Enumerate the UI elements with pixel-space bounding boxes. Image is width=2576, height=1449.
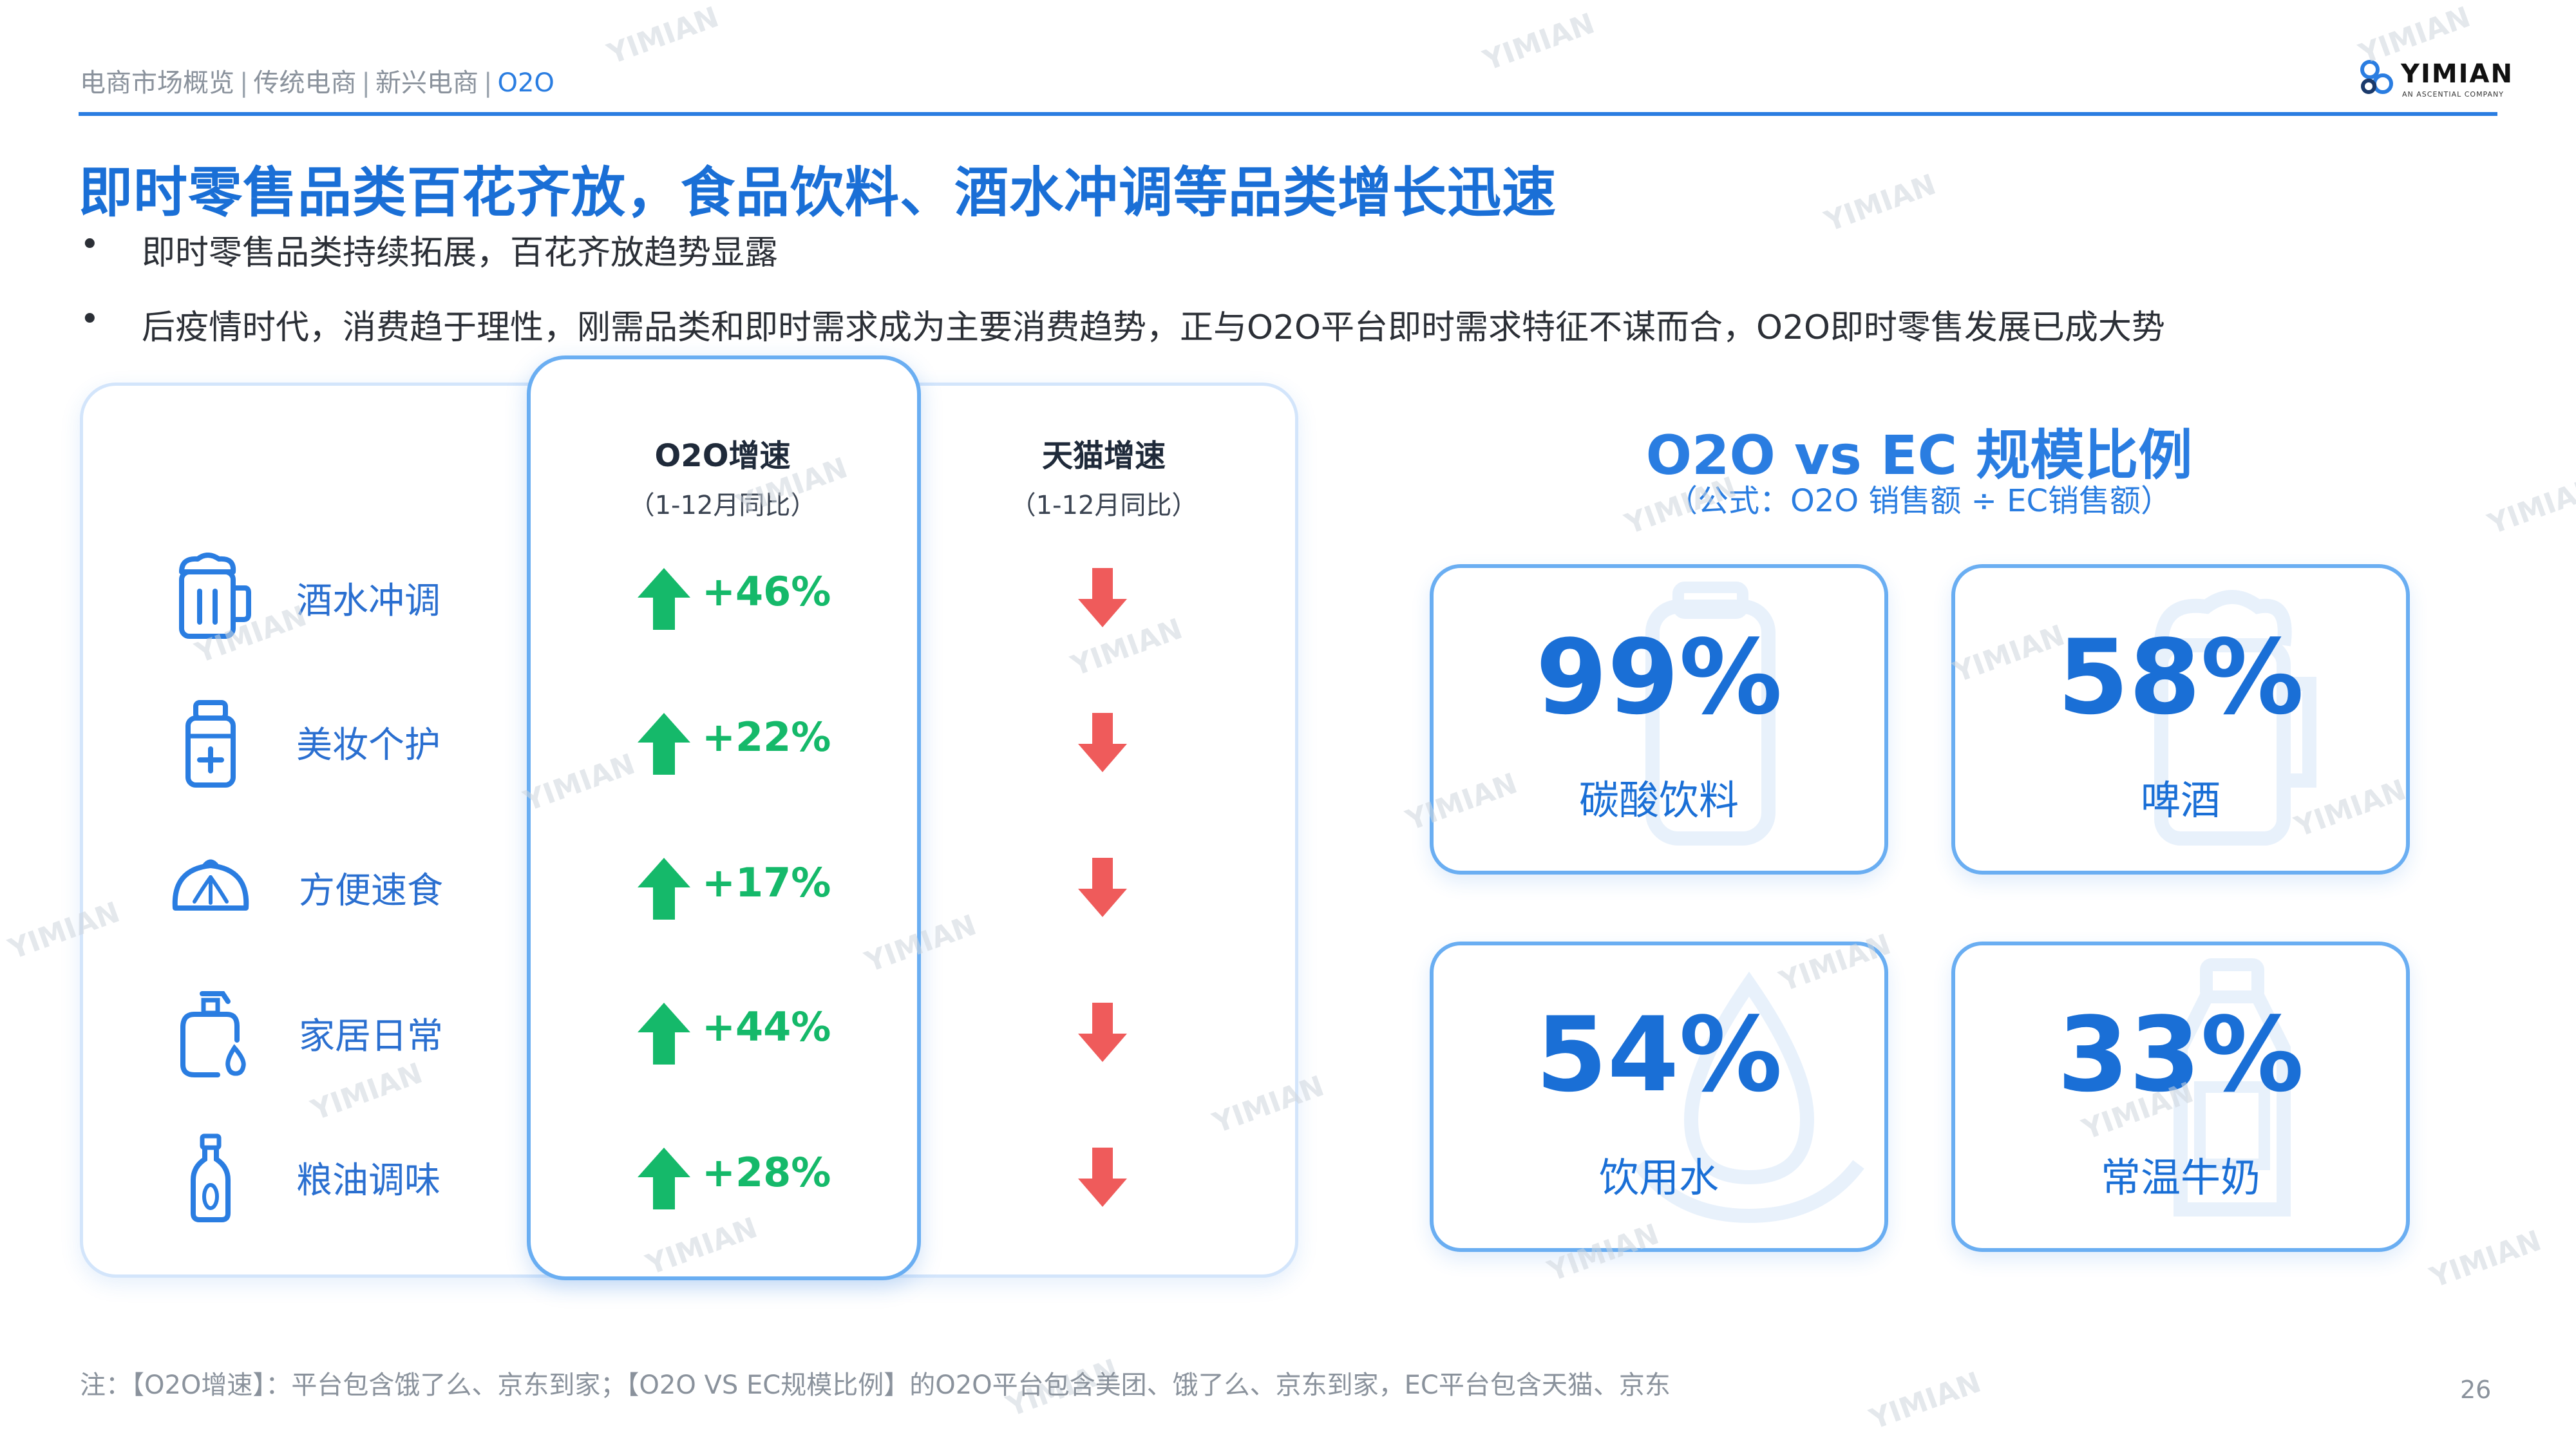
o2o-growth-value: +22% bbox=[702, 714, 831, 761]
tmall-header-sub: （1-12月同比） bbox=[1010, 491, 1198, 520]
category-label: 家居日常 bbox=[299, 1016, 443, 1057]
down-arrow-icon bbox=[1077, 567, 1128, 629]
logo-text: YIMIAN bbox=[2401, 59, 2514, 89]
category-label: 酒水冲调 bbox=[296, 580, 440, 622]
ratio-card-soda: 99% 碳酸饮料 bbox=[1430, 564, 1888, 875]
category-label: 方便速食 bbox=[299, 870, 443, 912]
o2o-growth-value: +28% bbox=[702, 1149, 831, 1196]
header-divider bbox=[79, 112, 2497, 116]
ratio-subtitle: （公式：O2O 销售额 ÷ EC销售额） bbox=[1667, 483, 2172, 519]
footnote: 注：【O2O增速】：平台包含饿了么、京东到家；【O2O VS EC规模比例】的O… bbox=[80, 1370, 1671, 1400]
up-arrow-icon bbox=[635, 1146, 693, 1211]
logo-subtext: AN ASCENTIAL COMPANY bbox=[2402, 90, 2504, 99]
ratio-card-water: 54% 饮用水 bbox=[1430, 942, 1888, 1252]
ratio-card-milk: 33% 常温牛奶 bbox=[1951, 942, 2410, 1252]
breadcrumb-item[interactable]: 传统电商 bbox=[253, 68, 357, 98]
beer-mug-icon bbox=[2154, 590, 2316, 846]
up-arrow-icon bbox=[635, 857, 693, 921]
down-arrow-icon bbox=[1077, 1146, 1128, 1208]
tmall-column-header: 天猫增速 （1-12月同比） bbox=[911, 430, 1297, 522]
down-arrow-icon bbox=[1077, 712, 1128, 773]
breadcrumb-item[interactable]: 新兴电商 bbox=[375, 68, 478, 98]
watermark: YIMIAN bbox=[603, 0, 723, 71]
milk-bottle-icon bbox=[2174, 958, 2291, 1217]
category-label: 美妆个护 bbox=[296, 724, 440, 766]
ratio-title: O2O vs EC 规模比例 bbox=[1645, 424, 2193, 487]
cosmetics-bottle-icon bbox=[169, 699, 252, 789]
category-label: 粮油调味 bbox=[296, 1160, 440, 1202]
o2o-header-sub: （1-12月同比） bbox=[629, 491, 817, 520]
up-arrow-icon bbox=[635, 1001, 693, 1066]
watermark: YIMIAN bbox=[1865, 1365, 1985, 1437]
logo-mark-icon bbox=[2360, 60, 2393, 94]
ratio-value: 58% bbox=[2057, 617, 2304, 737]
down-arrow-icon bbox=[1077, 1001, 1128, 1063]
up-arrow-icon bbox=[635, 567, 693, 631]
breadcrumb: 电商市场概览 | 传统电商 | 新兴电商 | O2O bbox=[80, 68, 554, 98]
ratio-value: 54% bbox=[1535, 994, 1783, 1115]
page-title: 即时零售品类百花齐放，食品饮料、酒水冲调等品类增长迅速 bbox=[79, 161, 1557, 224]
tmall-header-title: 天猫增速 bbox=[1041, 438, 1166, 474]
ratio-label: 常温牛奶 bbox=[2100, 1154, 2260, 1201]
down-arrow-icon bbox=[1077, 857, 1128, 918]
bun-icon bbox=[169, 844, 252, 934]
bullet-item: 即时零售品类持续拓展，百花齐放趋势显露 bbox=[80, 225, 2165, 300]
water-drop-icon bbox=[1634, 971, 1864, 1224]
o2o-header-title: O2O增速 bbox=[654, 438, 791, 474]
soda-can-icon bbox=[1645, 582, 1776, 846]
ratio-value: 33% bbox=[2057, 994, 2304, 1115]
watermark: YIMIAN bbox=[1479, 6, 1599, 78]
yimian-logo: YIMIAN AN ASCENTIAL COMPANY bbox=[2358, 58, 2512, 103]
o2o-column-header: O2O增速 （1-12月同比） bbox=[529, 430, 916, 522]
page-number: 26 bbox=[2460, 1376, 2492, 1404]
beer-mug-icon bbox=[169, 553, 252, 643]
ratio-label: 饮用水 bbox=[1598, 1154, 1719, 1201]
o2o-growth-value: +44% bbox=[702, 1003, 831, 1050]
o2o-growth-value: +17% bbox=[702, 859, 831, 906]
ratio-value: 99% bbox=[1535, 617, 1783, 737]
breadcrumb-item-active[interactable]: O2O bbox=[497, 68, 554, 98]
up-arrow-icon bbox=[635, 712, 693, 776]
ratio-label: 碳酸饮料 bbox=[1578, 777, 1739, 824]
soap-dispenser-icon bbox=[169, 989, 252, 1079]
ratio-card-beer: 58% 啤酒 bbox=[1951, 564, 2410, 875]
o2o-growth-value: +46% bbox=[702, 568, 831, 615]
watermark: YIMIAN bbox=[2425, 1224, 2546, 1295]
bullet-item: 后疫情时代，消费趋于理性，刚需品类和即时需求成为主要消费趋势，正与O2O平台即时… bbox=[80, 300, 2165, 375]
breadcrumb-item[interactable]: 电商市场概览 bbox=[80, 68, 234, 98]
o2o-highlight-column bbox=[527, 355, 921, 1280]
oil-bottle-icon bbox=[169, 1133, 252, 1224]
bullet-list: 即时零售品类持续拓展，百花齐放趋势显露 后疫情时代，消费趋于理性，刚需品类和即时… bbox=[80, 225, 2165, 375]
ratio-label: 啤酒 bbox=[2140, 777, 2221, 824]
